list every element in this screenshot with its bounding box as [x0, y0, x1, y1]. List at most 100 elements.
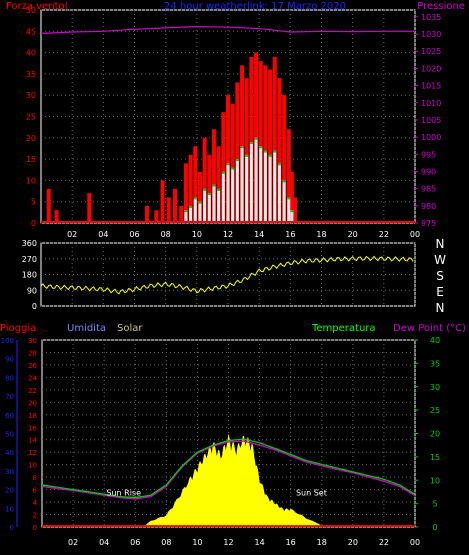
gust-bar: [216, 146, 221, 223]
right-tick-label: 985: [421, 185, 436, 194]
right-tick-label: 1020: [421, 64, 441, 73]
chart-title: 24 hour weatherlink: 17 Marzo 2020: [164, 1, 346, 12]
pressure-line: [40, 25, 415, 34]
speed-bar-cap: [231, 167, 235, 170]
speed-bar: [263, 150, 267, 223]
rain-tick-label: 24: [28, 374, 37, 382]
humidity-tick-label: 80: [5, 374, 14, 382]
humidity-tick-label: 70: [5, 393, 14, 401]
right-tick-label: 1010: [421, 99, 441, 108]
speed-bar-cap: [226, 163, 230, 166]
rain-tick-label: 10: [28, 462, 37, 470]
right-tick-label: 1005: [421, 116, 441, 125]
x-tick-label: 02: [67, 230, 77, 239]
wind-pressure-chart: 0510152025303540455097598098599099510001…: [6, 1, 465, 239]
speed-bar: [268, 154, 272, 223]
humidity-tick-label: 100: [1, 337, 14, 345]
x-tick-label: 16: [286, 538, 296, 547]
temperature-line: [41, 438, 416, 499]
rain-tick-label: 20: [28, 399, 37, 407]
gust-bar: [183, 163, 188, 223]
right-axis-label: Pressione: [417, 1, 465, 12]
speed-bar-cap: [254, 137, 258, 140]
gust-bar: [188, 154, 193, 223]
speed-bar-cap: [189, 205, 193, 208]
x-tick-label: 22: [379, 538, 389, 547]
solar-area: [143, 433, 325, 527]
speed-bar-cap: [207, 193, 211, 196]
rain-tick-label: 4: [33, 499, 38, 507]
speed-bar: [249, 142, 253, 223]
speed-bar-cap: [268, 154, 272, 157]
compass-label: E: [436, 285, 444, 299]
solar-label: Solar: [117, 323, 143, 334]
left-tick-label: 35: [26, 70, 36, 79]
gust-bar: [166, 197, 171, 223]
rain-tick-label: 30: [28, 337, 37, 345]
left-tick-label: 180: [22, 271, 37, 280]
gust-bar: [254, 52, 259, 223]
gust-bar: [249, 56, 254, 223]
gust-bar: [144, 205, 149, 223]
humidity-tick-label: 30: [5, 468, 14, 476]
left-tick-label: 0: [31, 219, 36, 228]
right-tick-label: 995: [421, 150, 436, 159]
speed-bar: [287, 197, 291, 223]
speed-bar-cap: [198, 201, 202, 204]
temp-tick-label: 5: [432, 500, 437, 509]
speed-bar: [217, 188, 221, 223]
left-tick-label: 40: [26, 49, 36, 58]
humidity-tick-label: 50: [5, 431, 14, 439]
speed-bar: [226, 163, 230, 223]
gust-bar: [235, 82, 240, 223]
x-tick-label: 20: [348, 230, 358, 239]
rain-tick-label: 12: [28, 449, 37, 457]
rain-tick-label: 18: [28, 412, 37, 420]
humidity-tick-label: 0: [10, 524, 14, 532]
x-tick-label: 00: [410, 538, 420, 547]
x-tick-label: 08: [161, 230, 171, 239]
rain-bar: [42, 525, 415, 527]
x-tick-label: 16: [285, 230, 295, 239]
speed-bar: [207, 193, 211, 223]
x-tick-label: 18: [316, 230, 326, 239]
left-tick-label: 25: [26, 113, 36, 122]
speed-bar-cap: [290, 210, 294, 213]
temp-tick-label: 0: [432, 523, 437, 532]
x-tick-label: 18: [317, 538, 327, 547]
speed-bar: [221, 171, 225, 223]
temperature-solar-chart: 0102030405060708090100024681012141618202…: [0, 323, 466, 547]
right-tick-label: 990: [421, 167, 436, 176]
speed-bar: [273, 150, 277, 223]
x-tick-label: 22: [379, 230, 389, 239]
speed-bar: [198, 201, 202, 223]
left-tick-label: 5: [31, 198, 36, 207]
gust-bar: [179, 205, 184, 223]
speed-bar-cap: [240, 146, 244, 149]
right-tick-label: 1025: [421, 47, 441, 56]
rain-tick-label: 26: [28, 362, 37, 370]
speed-bar-cap: [245, 154, 249, 157]
rain-tick-label: 6: [33, 487, 38, 495]
x-tick-label: 12: [223, 230, 233, 239]
sunrise-annotation: Sun Rise: [106, 489, 141, 498]
x-tick-label: 06: [129, 230, 139, 239]
x-tick-label: 14: [254, 538, 264, 547]
right-tick-label: 975: [421, 219, 436, 228]
humidity-tick-label: 60: [5, 412, 14, 420]
gust-bar: [173, 188, 178, 223]
x-tick-label: 10: [192, 230, 202, 239]
sunset-annotation: Sun Set: [296, 489, 327, 498]
gust-bar: [226, 95, 230, 223]
gust-bar: [277, 78, 282, 223]
x-tick-label: 12: [223, 538, 233, 547]
gust-bar: [230, 103, 235, 223]
compass-label: W: [434, 253, 446, 267]
speed-bar: [231, 167, 235, 223]
speed-bar: [212, 184, 216, 223]
gust-bar: [160, 180, 165, 223]
rain-tick-label: 8: [33, 474, 37, 482]
compass-label: S: [436, 269, 444, 283]
